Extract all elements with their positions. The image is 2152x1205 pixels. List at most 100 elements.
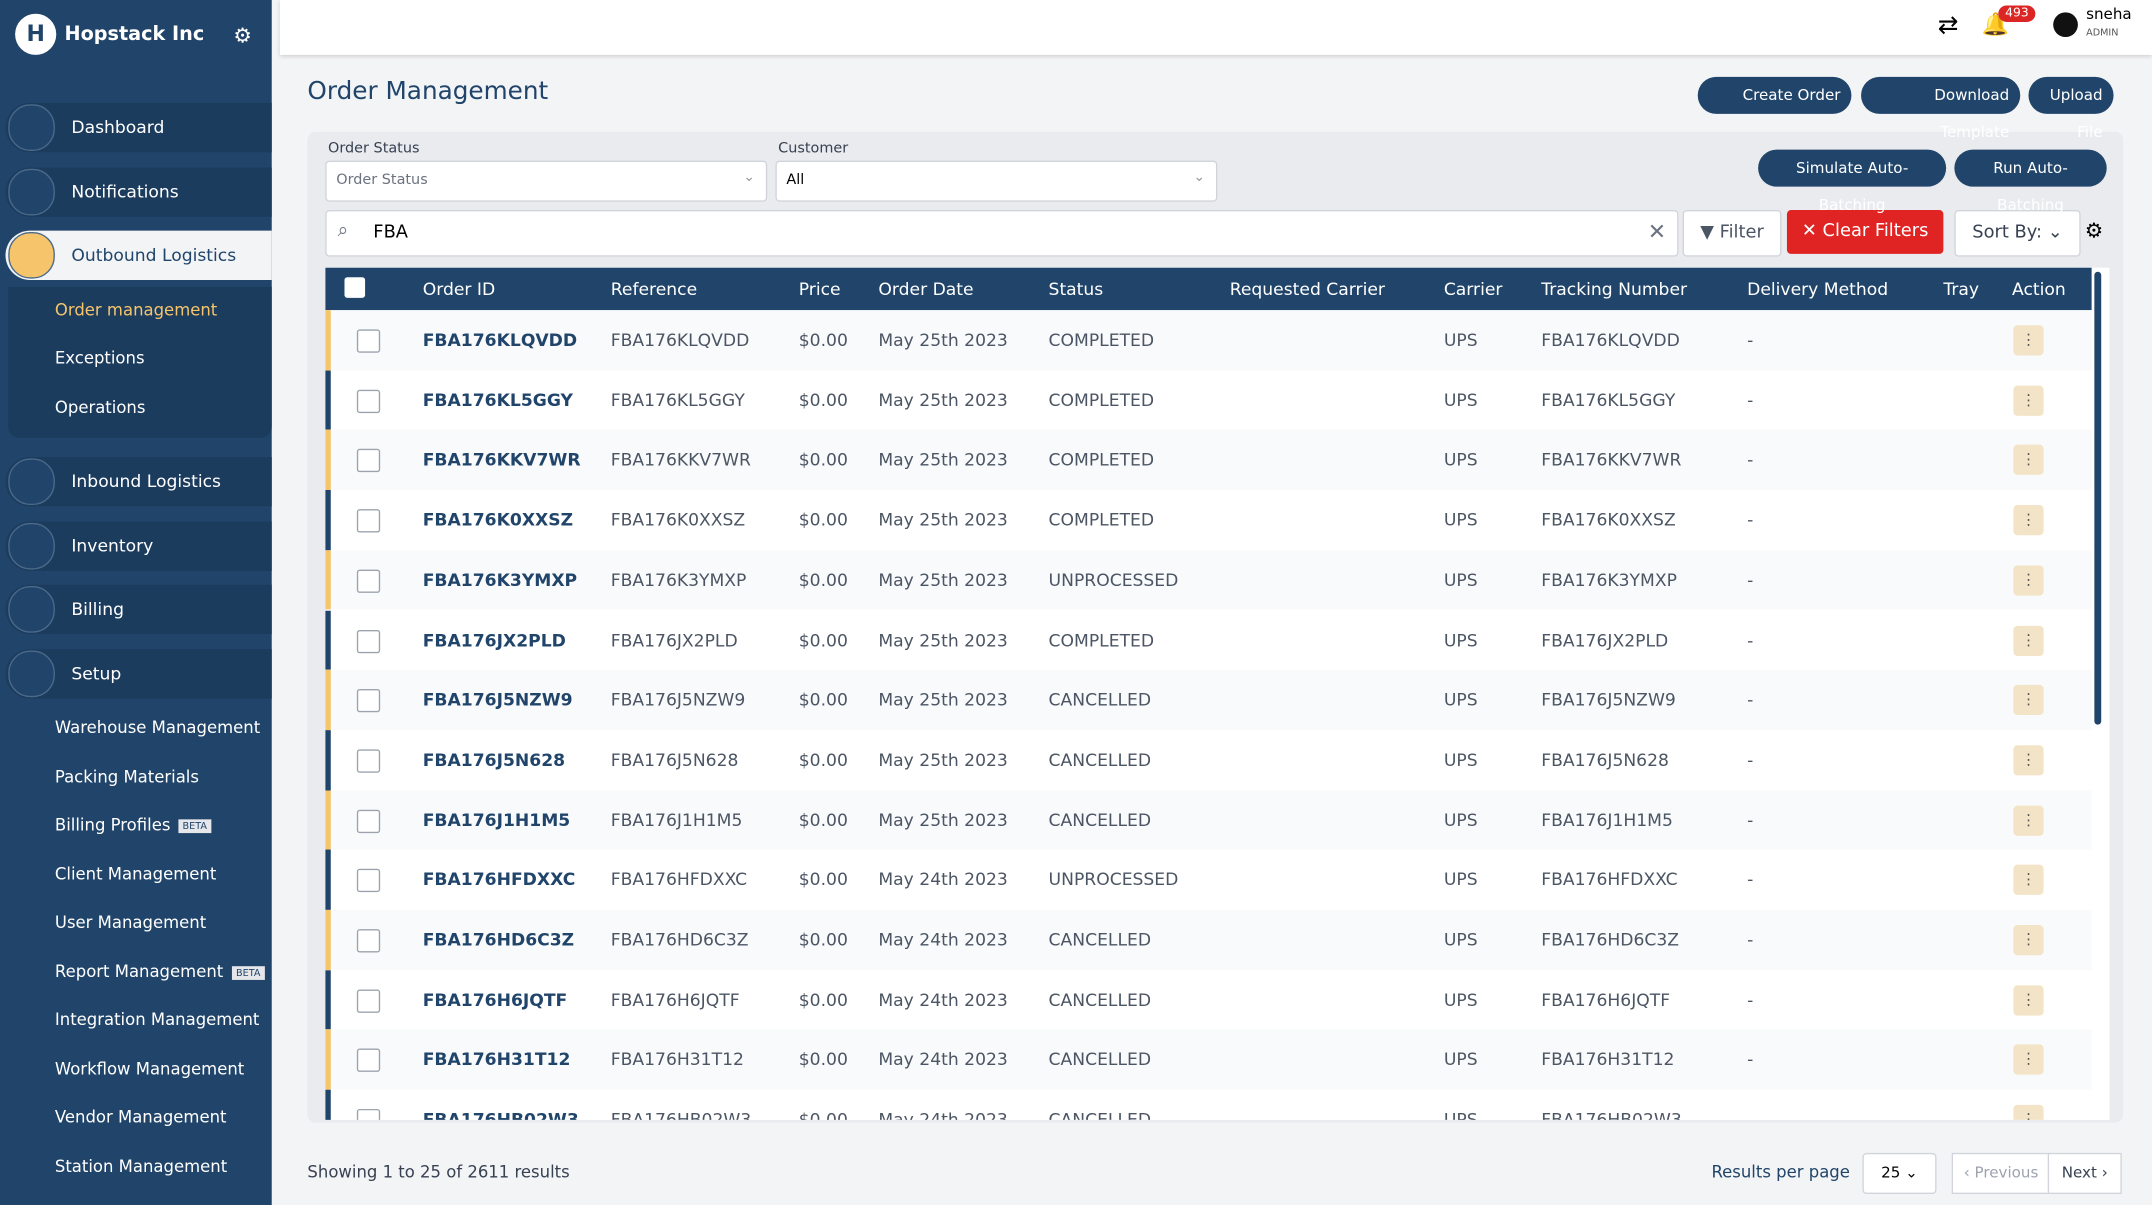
- cell: UPS: [1443, 329, 1478, 350]
- order-link[interactable]: FBA176J5N628: [422, 749, 566, 770]
- cell: -: [1747, 989, 1754, 1010]
- cell: COMPLETED: [1048, 389, 1155, 410]
- row-checkbox[interactable]: [356, 509, 381, 533]
- sub-nav-item[interactable]: Billing Profiles: [54, 815, 171, 835]
- order-link[interactable]: FBA176J1H1M5: [422, 809, 571, 830]
- row-checkbox[interactable]: [356, 869, 381, 893]
- nav-item[interactable]: Dashboard: [5, 102, 272, 153]
- header-button[interactable]: Create Order: [1697, 76, 1852, 114]
- sub-nav-item[interactable]: Warehouse Management: [54, 717, 261, 738]
- action-button[interactable]: ⋮: [2013, 745, 2044, 776]
- nav-item[interactable]: Setup: [5, 648, 272, 698]
- action-button[interactable]: ⋮: [2013, 325, 2044, 356]
- cell: -: [1747, 629, 1754, 650]
- order-link[interactable]: FBA176K3YMXP: [422, 569, 578, 590]
- action-button[interactable]: ⋮: [2013, 685, 2044, 716]
- order-link[interactable]: FBA176HB02W3: [422, 1109, 579, 1120]
- order-link[interactable]: FBA176K0XXSZ: [422, 509, 574, 530]
- order-link[interactable]: FBA176KL5GGY: [422, 389, 573, 410]
- order-link[interactable]: FBA176H31T12: [422, 1049, 571, 1070]
- nav-item[interactable]: Notifications: [5, 166, 272, 217]
- settings-icon[interactable]: ⚙: [233, 23, 252, 49]
- label: Clear Filters: [1822, 220, 1929, 242]
- cell: UPS: [1443, 689, 1478, 710]
- nav-item[interactable]: Inbound Logistics: [5, 457, 272, 507]
- column-header: Reference: [610, 278, 698, 300]
- row-checkbox[interactable]: [356, 569, 381, 593]
- customer-select[interactable]: All ⌄: [775, 160, 1218, 202]
- action-button[interactable]: ⋮: [2013, 1044, 2044, 1076]
- table-settings[interactable]: ⚙: [2084, 218, 2104, 243]
- sub-nav-item[interactable]: Vendor Management: [54, 1107, 227, 1127]
- sub-nav-item[interactable]: Station Management: [54, 1156, 228, 1176]
- table-row: FBA176H6JQTF FBA176H6JQTF $0.00 May 24th 20…: [325, 969, 2092, 1030]
- action-button[interactable]: ⋮: [2013, 505, 2044, 536]
- clear-search[interactable]: ✕: [1647, 218, 1667, 245]
- action-button[interactable]: ⋮: [2013, 984, 2044, 1016]
- sub-nav-item[interactable]: Operations: [54, 397, 146, 417]
- batch-button[interactable]: Run Auto-Batching: [1954, 149, 2107, 214]
- order-link[interactable]: FBA176KKV7WR: [422, 449, 581, 470]
- action-button[interactable]: ⋮: [2013, 565, 2044, 596]
- avatar[interactable]: [2053, 12, 2078, 38]
- header-button[interactable]: Download Template: [1861, 76, 2021, 141]
- nav-item[interactable]: Billing: [5, 584, 272, 635]
- order-link[interactable]: FBA176HFDXXC: [422, 869, 576, 890]
- sub-nav-item[interactable]: Client Management: [54, 863, 217, 884]
- row-checkbox[interactable]: [356, 809, 381, 833]
- page-title: Order Management: [307, 76, 549, 106]
- cell: May 24th 2023: [878, 1049, 1008, 1070]
- nav-item[interactable]: Outbound Logistics: [5, 230, 272, 280]
- search-box[interactable]: ⌕ FBA ✕: [325, 209, 1679, 257]
- value: All: [786, 171, 805, 189]
- action-button[interactable]: ⋮: [2013, 445, 2044, 476]
- cell: UPS: [1443, 989, 1478, 1010]
- sort-button[interactable]: Sort By: ⌄: [1954, 209, 2081, 257]
- order-link[interactable]: FBA176HD6C3Z: [422, 929, 575, 950]
- cell: $0.00: [798, 1109, 848, 1120]
- order-link[interactable]: FBA176H6JQTF: [422, 989, 568, 1010]
- next-button[interactable]: Next ›: [2047, 1152, 2122, 1195]
- order-status-select[interactable]: Order Status ⌄: [325, 160, 768, 202]
- sub-nav-item[interactable]: Workflow Management: [54, 1058, 245, 1079]
- clear-filters-button[interactable]: ✕ Clear Filters: [1786, 209, 1944, 254]
- action-button[interactable]: ⋮: [2013, 1104, 2044, 1120]
- sub-nav-item[interactable]: User Management: [54, 912, 207, 932]
- batch-button[interactable]: Simulate Auto-Batching: [1758, 149, 1947, 214]
- action-button[interactable]: ⋮: [2013, 865, 2044, 896]
- row-checkbox[interactable]: [356, 1109, 381, 1120]
- row-checkbox[interactable]: [356, 389, 381, 413]
- action-button[interactable]: ⋮: [2013, 625, 2044, 656]
- filter-button[interactable]: ▼ Filter: [1682, 209, 1782, 257]
- row-checkbox[interactable]: [356, 749, 381, 773]
- action-button[interactable]: ⋮: [2013, 385, 2044, 416]
- label: Next: [2061, 1163, 2097, 1182]
- sub-nav-item[interactable]: Exceptions: [54, 348, 145, 368]
- row-checkbox[interactable]: [356, 629, 381, 653]
- switch-icon[interactable]: ⇄: [1937, 10, 1959, 40]
- row-checkbox[interactable]: [356, 989, 381, 1013]
- select-all[interactable]: [344, 277, 366, 298]
- row-checkbox[interactable]: [356, 329, 381, 353]
- nav-label: Inventory: [71, 534, 154, 556]
- sub-nav-item[interactable]: Integration Management: [54, 1010, 260, 1030]
- cell: COMPLETED: [1048, 329, 1155, 350]
- previous-button[interactable]: ‹ Previous: [1951, 1152, 2051, 1195]
- sub-nav-item[interactable]: Order management: [54, 299, 218, 320]
- order-link[interactable]: FBA176KLQVDD: [422, 329, 578, 350]
- row-checkbox[interactable]: [356, 929, 381, 953]
- per-page-select[interactable]: 25 ⌄: [1862, 1152, 1937, 1195]
- sub-nav-item[interactable]: Packing Materials: [54, 766, 199, 786]
- row-checkbox[interactable]: [356, 689, 381, 713]
- cell: May 25th 2023: [878, 629, 1008, 650]
- action-button[interactable]: ⋮: [2013, 925, 2044, 956]
- nav-item[interactable]: Inventory: [5, 520, 272, 571]
- sub-nav-item[interactable]: Report Management: [54, 961, 224, 981]
- order-link[interactable]: FBA176JX2PLD: [422, 629, 566, 650]
- header-button[interactable]: Upload File: [2028, 76, 2114, 141]
- action-button[interactable]: ⋮: [2013, 805, 2044, 836]
- row-checkbox[interactable]: [356, 1049, 381, 1073]
- order-link[interactable]: FBA176J5NZW9: [422, 689, 573, 710]
- row-checkbox[interactable]: [356, 449, 381, 473]
